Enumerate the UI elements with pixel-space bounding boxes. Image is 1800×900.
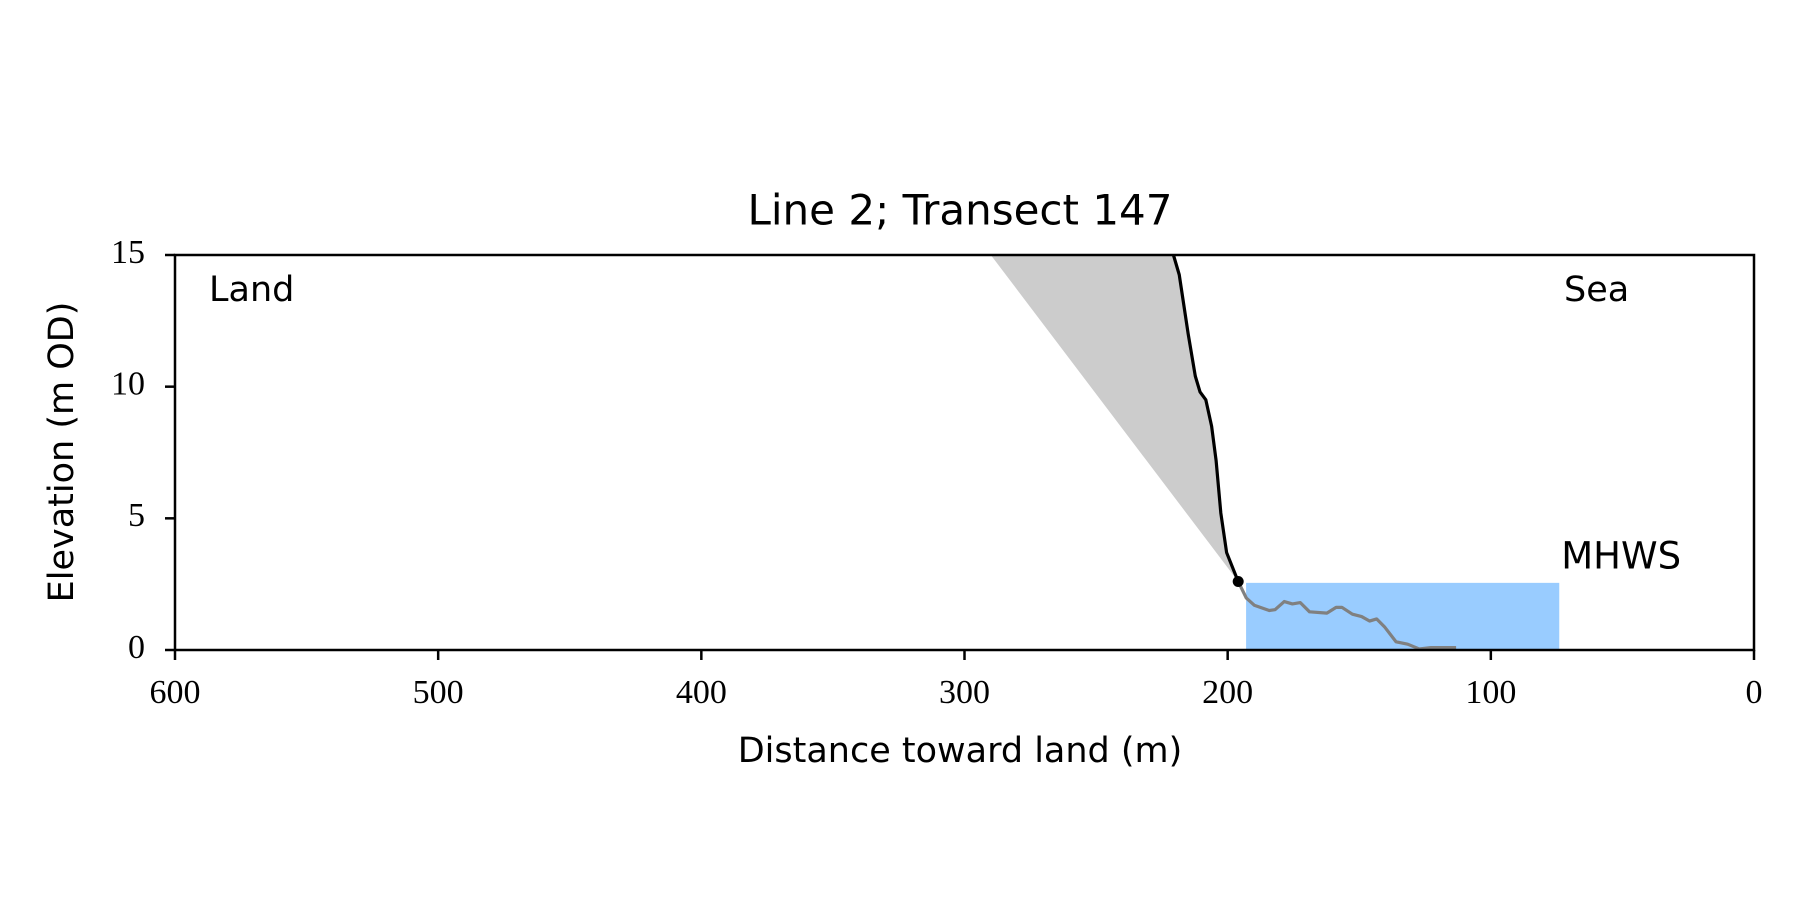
x-tick-label: 300 (939, 674, 990, 711)
slope-area (990, 255, 1239, 582)
x-tick-label: 0 (1746, 674, 1763, 711)
toe-point (1232, 576, 1244, 588)
y-tick-label: 10 (111, 365, 145, 402)
annotation-sea: Sea (1564, 270, 1629, 310)
mhws-area (1246, 582, 1560, 650)
mhws-label: MHWS (1561, 534, 1681, 577)
chart-title: Line 2; Transect 147 (747, 186, 1172, 235)
x-axis-label: Distance toward land (m) (738, 731, 1183, 771)
y-axis-label: Elevation (m OD) (42, 302, 82, 603)
x-tick-label: 400 (676, 674, 727, 711)
y-tick-label: 15 (111, 234, 145, 271)
x-tick-label: 200 (1202, 674, 1253, 711)
x-tick-label: 100 (1465, 674, 1516, 711)
profile-line (1171, 254, 1240, 583)
profile-line (1236, 580, 1457, 651)
y-tick-label: 5 (128, 497, 145, 534)
x-tick-label: 600 (150, 674, 201, 711)
annotation-land: Land (209, 270, 294, 310)
x-tick-label: 500 (413, 674, 464, 711)
y-tick-label: 0 (128, 629, 145, 666)
